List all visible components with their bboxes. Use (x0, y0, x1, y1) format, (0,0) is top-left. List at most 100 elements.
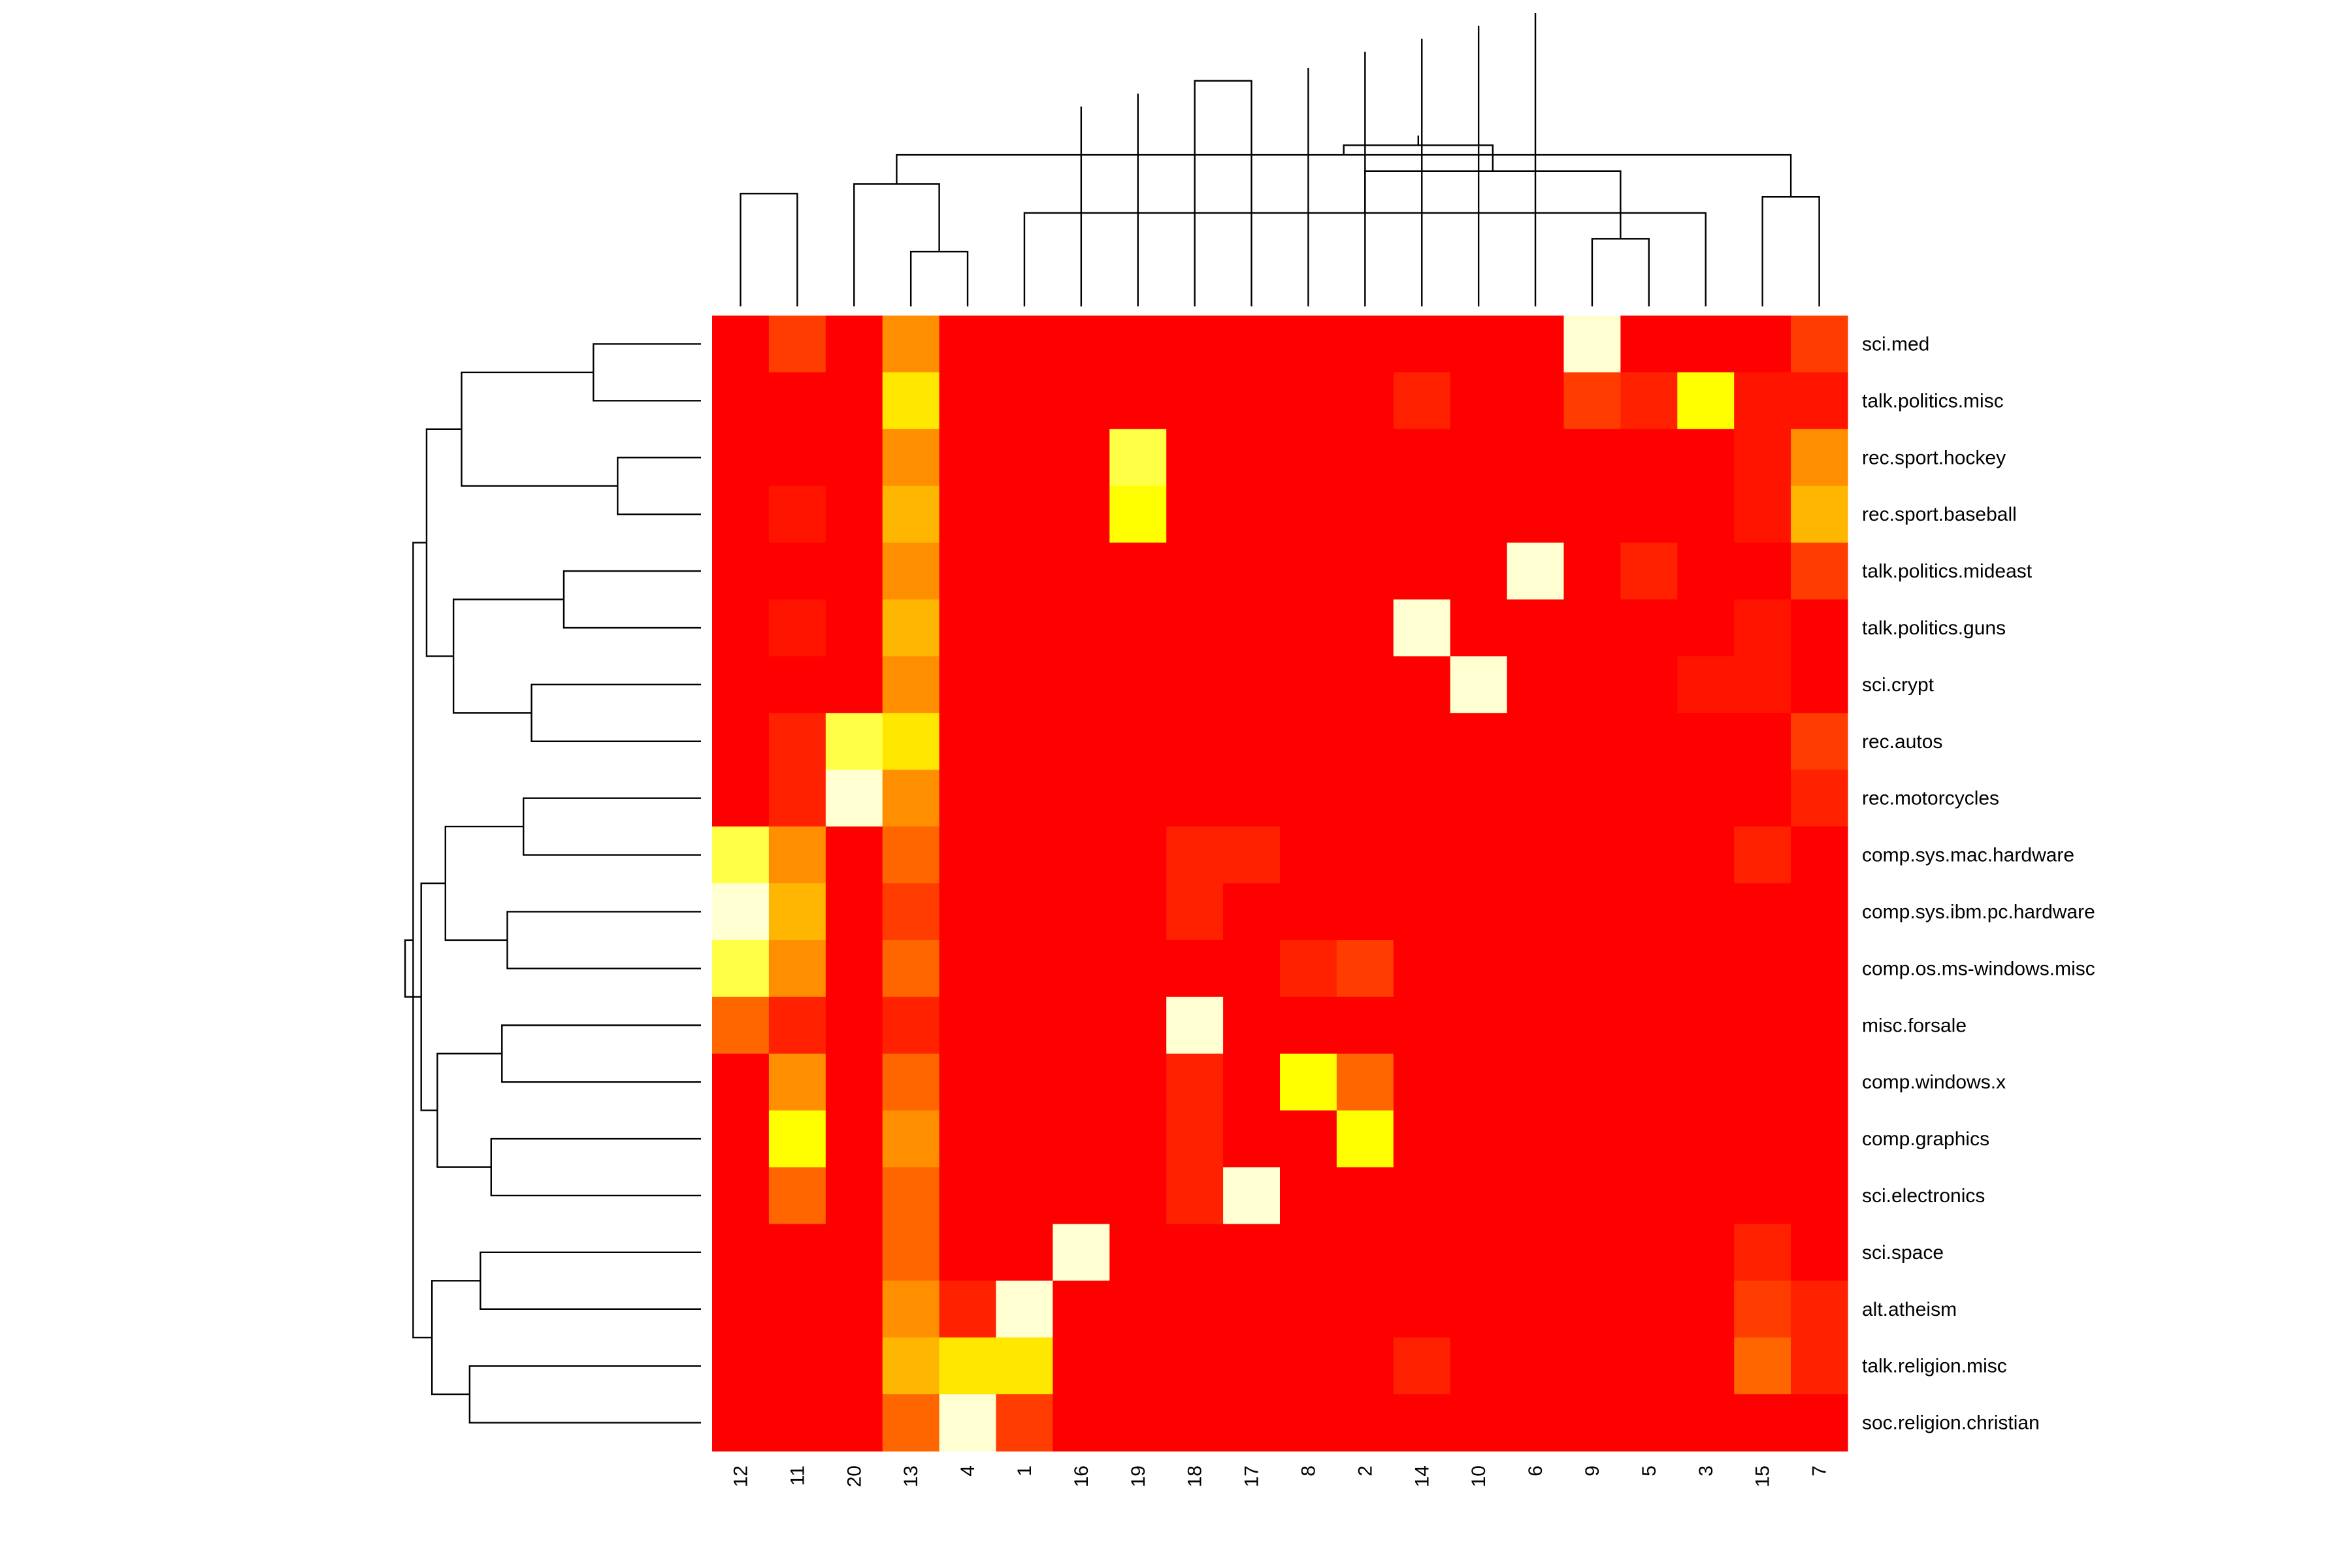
heatmap-cell-talk.politics.guns-4 (939, 599, 997, 657)
column-label-10: 10 (1468, 1465, 1490, 1487)
row-label-comp.sys.ibm.pc.hardware: comp.sys.ibm.pc.hardware (1862, 901, 2095, 923)
heatmap-cell-rec.sport.hockey-6 (1507, 429, 1565, 487)
heatmap-cell-rec.motorcycles-8 (1280, 770, 1337, 827)
heatmap-cell-alt.atheism-18 (1166, 1281, 1224, 1338)
heatmap-cell-talk.politics.misc-5 (1620, 372, 1678, 430)
heatmap-cell-rec.autos-19 (1109, 713, 1167, 770)
heatmap-cell-comp.windows.x-8 (1280, 1053, 1337, 1111)
heatmap-cell-comp.graphics-16 (1053, 1110, 1110, 1168)
heatmap-cell-talk.religion.misc-17 (1223, 1337, 1281, 1395)
heatmap-cell-sci.space-4 (939, 1224, 997, 1281)
heatmap-cell-alt.atheism-20 (825, 1281, 883, 1338)
column-label-20: 20 (843, 1465, 865, 1487)
heatmap-cell-talk.politics.misc-9 (1563, 372, 1621, 430)
column-label-3: 3 (1695, 1465, 1717, 1477)
row-dendrogram-branch-11 (461, 371, 618, 487)
heatmap-cell-comp.sys.ibm.pc.hardware-5 (1620, 883, 1678, 941)
heatmap-cell-sci.crypt-17 (1223, 656, 1281, 713)
heatmap-cell-rec.sport.hockey-19 (1109, 429, 1167, 487)
heatmap-cell-comp.sys.mac.hardware-12 (712, 826, 770, 884)
heatmap-cell-soc.religion.christian-5 (1620, 1394, 1678, 1452)
heatmap-cell-talk.politics.guns-6 (1507, 599, 1565, 657)
column-label-1: 1 (1014, 1465, 1036, 1477)
heatmap-cell-sci.med-14 (1393, 316, 1451, 373)
heatmap-cell-comp.graphics-6 (1507, 1110, 1565, 1168)
heatmap-cell-talk.politics.guns-9 (1563, 599, 1621, 657)
heatmap-cell-rec.autos-16 (1053, 713, 1110, 770)
heatmap-cell-comp.os.ms-windows.misc-3 (1677, 939, 1735, 998)
heatmap-cell-alt.atheism-2 (1336, 1281, 1394, 1338)
heatmap-cell-comp.os.ms-windows.misc-1 (996, 939, 1053, 998)
heatmap-cell-comp.graphics-2 (1336, 1110, 1394, 1168)
heatmap-cell-rec.motorcycles-11 (768, 770, 826, 827)
heatmap-cell-comp.graphics-8 (1280, 1110, 1337, 1168)
heatmap-cell-sci.med-20 (825, 316, 883, 373)
heatmap-cell-talk.politics.guns-17 (1223, 599, 1281, 657)
row-label-sci.space: sci.space (1862, 1242, 1944, 1264)
heatmap-cell-talk.religion.misc-8 (1280, 1337, 1337, 1395)
heatmap-cell-comp.sys.ibm.pc.hardware-16 (1053, 883, 1110, 941)
heatmap-cell-comp.sys.mac.hardware-15 (1734, 826, 1791, 884)
heatmap-cell-talk.politics.misc-4 (939, 372, 997, 430)
column-label-8: 8 (1298, 1465, 1319, 1477)
heatmap-cell-talk.religion.misc-2 (1336, 1337, 1394, 1395)
heatmap-cell-rec.sport.baseball-14 (1393, 485, 1451, 544)
heatmap-cell-comp.graphics-13 (882, 1110, 940, 1168)
heatmap-cell-rec.sport.baseball-3 (1677, 485, 1735, 544)
heatmap-cell-comp.sys.mac.hardware-5 (1620, 826, 1678, 884)
heatmap-cell-comp.graphics-15 (1734, 1110, 1791, 1168)
row-dendrogram-branch-1 (593, 343, 701, 402)
heatmap-cell-sci.electronics-5 (1620, 1167, 1678, 1224)
column-dendrogram-branch-3 (1591, 238, 1650, 306)
heatmap-cell-soc.religion.christian-12 (712, 1394, 770, 1452)
row-label-misc.forsale: misc.forsale (1862, 1015, 1967, 1036)
heatmap-cell-talk.politics.mideast-8 (1280, 542, 1337, 600)
column-label-2: 2 (1354, 1465, 1376, 1477)
column-dendrogram-branch-8 (896, 154, 1792, 197)
heatmap-cell-comp.windows.x-15 (1734, 1053, 1791, 1111)
heatmap-cell-sci.med-13 (882, 316, 940, 373)
heatmap-cell-talk.politics.misc-10 (1450, 372, 1508, 430)
heatmap-cell-talk.politics.mideast-10 (1450, 542, 1508, 600)
heatmap-cell-sci.electronics-4 (939, 1167, 997, 1224)
heatmap-cell-misc.forsale-16 (1053, 996, 1110, 1054)
heatmap-cell-talk.politics.mideast-2 (1336, 542, 1394, 600)
heatmap-cell-comp.sys.ibm.pc.hardware-4 (939, 883, 997, 941)
heatmap-cell-talk.religion.misc-4 (939, 1337, 997, 1395)
heatmap-cell-rec.sport.hockey-16 (1053, 429, 1110, 487)
heatmap-cell-talk.politics.mideast-15 (1734, 542, 1791, 600)
heatmap-cell-rec.sport.hockey-2 (1336, 429, 1394, 487)
column-label-12: 12 (730, 1465, 751, 1487)
heatmap-cell-comp.sys.mac.hardware-11 (768, 826, 826, 884)
heatmap-cell-alt.atheism-16 (1053, 1281, 1110, 1338)
heatmap-cell-soc.religion.christian-18 (1166, 1394, 1224, 1452)
heatmap-cell-sci.crypt-15 (1734, 656, 1791, 713)
heatmap-cell-sci.space-16 (1053, 1224, 1110, 1281)
row-dendrogram-branch-13 (444, 825, 524, 941)
heatmap-cell-talk.politics.mideast-1 (996, 542, 1053, 600)
heatmap-cell-talk.politics.mideast-13 (882, 542, 940, 600)
heatmap-cell-sci.crypt-11 (768, 656, 826, 713)
heatmap-cell-sci.space-5 (1620, 1224, 1678, 1281)
heatmap-cell-sci.electronics-12 (712, 1167, 770, 1224)
heatmap-cell-alt.atheism-19 (1109, 1281, 1167, 1338)
heatmap-cell-sci.med-4 (939, 316, 997, 373)
heatmap-cell-comp.os.ms-windows.misc-5 (1620, 939, 1678, 998)
heatmap-cell-talk.religion.misc-20 (825, 1337, 883, 1395)
heatmap-cell-misc.forsale-11 (768, 996, 826, 1054)
heatmap-cell-alt.atheism-14 (1393, 1281, 1451, 1338)
heatmap-cell-rec.motorcycles-18 (1166, 770, 1224, 827)
heatmap-cell-alt.atheism-6 (1507, 1281, 1565, 1338)
heatmap-cell-sci.space-6 (1507, 1224, 1565, 1281)
heatmap-cell-sci.crypt-16 (1053, 656, 1110, 713)
heatmap-cell-rec.motorcycles-2 (1336, 770, 1394, 827)
heatmap-cell-talk.religion.misc-3 (1677, 1337, 1735, 1395)
heatmap-cell-sci.crypt-4 (939, 656, 997, 713)
heatmap-cell-comp.os.ms-windows.misc-20 (825, 939, 883, 998)
column-label-17: 17 (1241, 1465, 1263, 1487)
heatmap-cell-soc.religion.christian-9 (1563, 1394, 1621, 1452)
heatmap-cell-talk.politics.mideast-16 (1053, 542, 1110, 600)
column-dendrogram-branch-5 (1761, 196, 1820, 306)
heatmap-cell-rec.sport.hockey-17 (1223, 429, 1281, 487)
heatmap-cell-comp.sys.mac.hardware-17 (1223, 826, 1281, 884)
